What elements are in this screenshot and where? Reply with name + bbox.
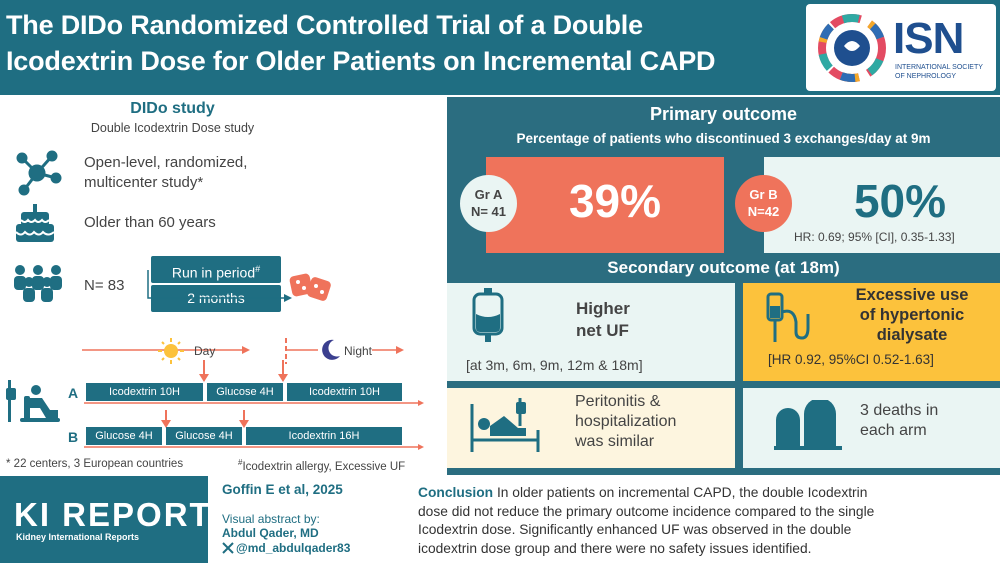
isn-logo-icon xyxy=(818,14,886,82)
hospital-bed-icon xyxy=(470,398,540,452)
conclusion-label: Conclusion xyxy=(418,485,494,500)
hypertonic-text: Excessive use of hypertonic dialysate xyxy=(832,285,992,345)
study-design-line2: multicenter study* xyxy=(84,174,204,191)
timeline-arrows xyxy=(161,360,288,428)
group-a-label: Gr A xyxy=(474,187,503,202)
group-a-n: N= 41 xyxy=(470,204,507,219)
author-handle[interactable]: @md_abdulqader83 xyxy=(236,541,351,555)
dice-icon xyxy=(289,273,331,301)
arm-b-bar-1: Glucose 4H xyxy=(86,427,162,445)
primary-outcome-title: Primary outcome xyxy=(649,104,798,124)
group-b-box xyxy=(764,157,1000,253)
footnote-centers: * 22 centers, 3 European countries xyxy=(6,458,184,470)
footnote-allergy-text: Icodextrin allergy, Excessive UF xyxy=(242,460,406,473)
age-criterion: Older than 60 years xyxy=(84,214,216,231)
arm-b-bar-3: Icodextrin 16H xyxy=(246,427,402,445)
study-title: DIDo study xyxy=(130,100,215,117)
network-icon xyxy=(16,150,62,196)
group-b-label: Gr B xyxy=(749,187,778,202)
tombstones-icon xyxy=(774,400,842,450)
footnote-mark: # xyxy=(238,458,243,467)
page-title-line1: The DIDo Randomized Controlled Trial of … xyxy=(6,10,643,40)
arm-a-axis xyxy=(84,400,424,406)
journal-subtitle: Kidney International Reports xyxy=(16,532,140,542)
dialysis-bag-icon xyxy=(472,288,504,342)
citation: Goffin E et al, 2025 xyxy=(222,482,343,497)
conclusion-line2: dose did not reduce the primary outcome … xyxy=(418,503,875,519)
deaths-line2: each arm xyxy=(860,422,927,439)
isn-logo-text: ISN xyxy=(893,14,964,63)
page-title-line2: Icodextrin Dose for Older Patients on In… xyxy=(6,46,716,76)
sun-icon xyxy=(158,338,184,364)
group-a-badge: Gr A N= 41 xyxy=(460,175,517,232)
group-a-box xyxy=(486,157,724,253)
x-logo-icon xyxy=(222,542,234,554)
run-in-mark: # xyxy=(255,264,261,274)
net-uf-line2: net UF xyxy=(576,321,629,340)
crowd-icon xyxy=(14,265,62,302)
deaths-line1: 3 deaths in xyxy=(860,402,939,419)
author-name: Abdul Qader, MD xyxy=(222,526,319,540)
footnote-allergy: #Icodextrin allergy, Excessive UF xyxy=(238,458,405,473)
conclusion-line4: icodextrin dose group and there were no … xyxy=(418,540,812,556)
net-uf-text: Higher net UF xyxy=(576,298,630,342)
group-b-badge: Gr B N=42 xyxy=(735,175,792,232)
conclusion: Conclusion In older patients on incremen… xyxy=(418,484,998,558)
conclusion-line1: In older patients on incremental CAPD, t… xyxy=(493,485,868,500)
hazard-ratio: HR: 0.69; 95% [CI], 0.35-1.33] xyxy=(794,230,955,244)
journal-logo: KI REPORTS xyxy=(14,496,236,533)
peritonitis-line3: was similar xyxy=(575,433,655,450)
hypertonic-hr: [HR 0.92, 95%CI 0.52-1.63] xyxy=(768,352,934,367)
group-a-value: 39% xyxy=(568,175,662,227)
sample-size: N= 83 xyxy=(84,277,125,294)
peritonitis-line1: Peritonitis & xyxy=(575,393,661,410)
primary-outcome-subtitle: Percentage of patients who discontinued … xyxy=(516,131,931,146)
conclusion-line3: Icodextrin dose. Significantly enhanced … xyxy=(418,522,852,537)
patient-chair-icon xyxy=(6,380,60,422)
hypertonic-box xyxy=(743,283,1000,381)
isn-logo-subtitle-1: INTERNATIONAL SOCIETY xyxy=(895,64,983,71)
peritonitis-line2: hospitalization xyxy=(575,413,677,430)
peritonitis-text: Peritonitis & hospitalization was simila… xyxy=(575,392,676,452)
study-design-line1: Open-level, randomized, xyxy=(84,154,248,171)
net-uf-line1: Higher xyxy=(576,299,630,318)
run-in-box: Run in period# xyxy=(151,256,281,283)
arm-b-axis xyxy=(84,444,424,450)
group-b-n: N=42 xyxy=(747,204,780,219)
hypertonic-line3: dialysate xyxy=(876,326,948,344)
arm-b-bar-2: Glucose 4H xyxy=(166,427,242,445)
run-in-label: Run in period xyxy=(171,264,256,281)
night-label: Night xyxy=(344,344,373,358)
secondary-outcome-title: Secondary outcome (at 18m) xyxy=(607,258,840,277)
arm-b-label: B xyxy=(68,429,79,445)
cake-icon xyxy=(15,204,55,242)
deaths-text: 3 deaths in each arm xyxy=(860,401,938,441)
hypertonic-line1: Excessive use xyxy=(855,286,969,304)
arm-a-bar-1: Icodextrin 10H xyxy=(86,383,203,401)
arm-a-label: A xyxy=(68,385,79,401)
journal-logo-box xyxy=(0,476,208,563)
day-label: Day xyxy=(194,344,216,358)
iv-drip-icon xyxy=(766,292,810,342)
net-uf-timepoints: [at 3m, 6m, 9m, 12m & 18m] xyxy=(466,357,643,373)
visual-abstract-by: Visual abstract by: xyxy=(222,512,320,526)
hypertonic-line2: of hypertonic xyxy=(859,306,965,324)
study-subtitle: Double Icodextrin Dose study xyxy=(90,121,255,135)
run-in-arrow xyxy=(147,270,292,302)
group-b-value: 50% xyxy=(853,175,947,227)
isn-logo-subtitle-2: OF NEPHROLOGY xyxy=(895,73,957,80)
arm-a-bar-3: Icodextrin 10H xyxy=(287,383,402,401)
arm-a-bar-2: Glucose 4H xyxy=(207,383,283,401)
moon-icon xyxy=(322,339,340,360)
